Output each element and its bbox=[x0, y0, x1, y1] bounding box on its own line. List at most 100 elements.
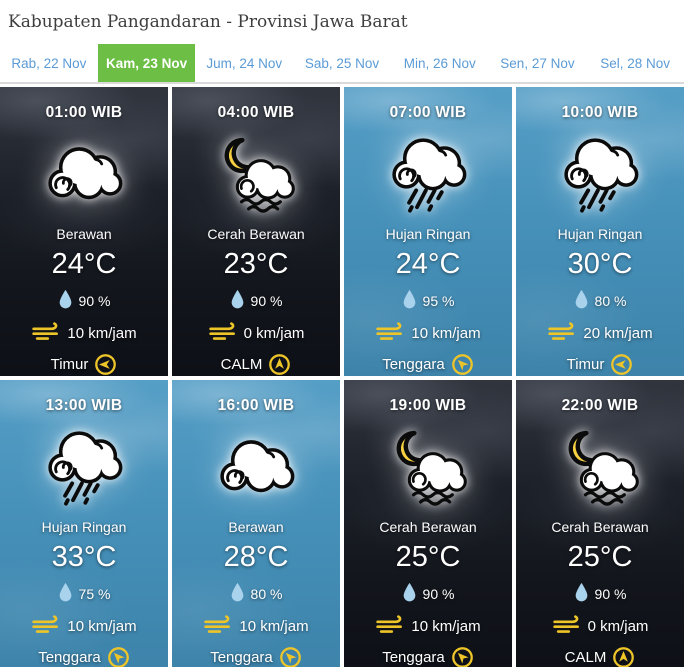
weather-icon bbox=[36, 127, 133, 222]
time-label: 07:00 WIB bbox=[389, 104, 467, 121]
temperature-value: 23°C bbox=[223, 248, 289, 280]
humidity-value: 90 % bbox=[250, 292, 283, 309]
wind-icon bbox=[31, 322, 61, 345]
condition-label: Cerah Berawan bbox=[551, 519, 649, 535]
humidity-droplet-icon bbox=[58, 289, 73, 312]
droplet-icon bbox=[231, 289, 243, 309]
day-tab-label: Sen, 27 Nov bbox=[500, 55, 575, 71]
wind-direction-label: CALM bbox=[220, 356, 263, 373]
wind-direction-arrow-icon bbox=[612, 646, 635, 667]
day-tab-label: Jum, 24 Nov bbox=[206, 55, 283, 71]
droplet-icon bbox=[575, 582, 587, 602]
forecast-card: 22:00 WIB Cerah Berawan 25°C 90 % 0 km/j… bbox=[516, 380, 684, 667]
humidity-value: 80 % bbox=[594, 292, 627, 309]
wind-speed-value: 10 km/jam bbox=[239, 618, 309, 635]
humidity-droplet-icon bbox=[574, 289, 589, 312]
wind-direction-arrow-icon bbox=[274, 641, 307, 667]
wind-direction-label: Timur bbox=[566, 356, 605, 373]
humidity-droplet-icon bbox=[230, 289, 245, 312]
wind-speed-value: 10 km/jam bbox=[67, 618, 137, 635]
weather-icon bbox=[552, 127, 649, 222]
day-tab-kam[interactable]: Kam, 23 Nov bbox=[97, 44, 196, 82]
humidity-droplet-icon bbox=[402, 289, 417, 312]
wind-lines-icon bbox=[204, 615, 231, 633]
wind-direction-arrow-icon bbox=[610, 353, 633, 376]
time-label: 16:00 WIB bbox=[217, 397, 295, 414]
wind-direction-label: CALM bbox=[564, 649, 607, 666]
direction-arrow-icon bbox=[451, 647, 473, 667]
day-tab-label: Min, 26 Nov bbox=[403, 55, 476, 71]
forecast-card: 07:00 WIB Hujan Ringan 24°C 95 % 10 km/j… bbox=[344, 87, 512, 376]
wind-direction-arrow-icon bbox=[268, 353, 291, 376]
temperature-value: 25°C bbox=[395, 541, 461, 573]
wind-speed-value: 10 km/jam bbox=[411, 325, 481, 342]
condition-label: Cerah Berawan bbox=[379, 519, 477, 535]
forecast-card: 01:00 WIB Berawan 24°C 90 % 10 km/jam Ti… bbox=[0, 87, 168, 376]
direction-arrow-icon bbox=[451, 354, 473, 375]
condition-label: Berawan bbox=[228, 519, 284, 535]
humidity-value: 80 % bbox=[250, 585, 283, 602]
time-label: 19:00 WIB bbox=[389, 397, 467, 414]
wind-lines-icon bbox=[208, 322, 235, 340]
wind-icon bbox=[31, 615, 61, 638]
humidity-droplet-icon bbox=[574, 582, 589, 605]
weather-icon bbox=[552, 420, 649, 515]
droplet-icon bbox=[403, 289, 415, 309]
temperature-value: 24°C bbox=[51, 248, 117, 280]
page-title: Kabupaten Pangandaran - Provinsi Jawa Ba… bbox=[8, 12, 408, 32]
wind-speed-value: 10 km/jam bbox=[67, 325, 137, 342]
humidity-droplet-icon bbox=[402, 582, 417, 605]
droplet-icon bbox=[403, 582, 415, 602]
time-label: 22:00 WIB bbox=[561, 397, 639, 414]
rain-cloud-icon bbox=[563, 138, 638, 213]
wind-lines-icon bbox=[32, 322, 59, 340]
day-tab-sel[interactable]: Sel, 28 Nov bbox=[586, 44, 684, 82]
wind-direction-label: Timur bbox=[50, 356, 89, 373]
wind-direction-arrow-icon bbox=[102, 641, 135, 667]
direction-arrow-icon bbox=[613, 647, 635, 667]
wind-direction-label: Tenggara bbox=[210, 649, 273, 666]
temperature-value: 30°C bbox=[567, 248, 633, 280]
moon-cloud-icon bbox=[224, 137, 295, 213]
wind-direction-arrow-icon bbox=[446, 348, 479, 376]
wind-icon bbox=[208, 322, 238, 345]
forecast-grid: 01:00 WIB Berawan 24°C 90 % 10 km/jam Ti… bbox=[0, 84, 684, 667]
humidity-value: 90 % bbox=[422, 585, 455, 602]
forecast-card: 10:00 WIB Hujan Ringan 30°C 80 % 20 km/j… bbox=[516, 87, 684, 376]
direction-arrow-icon bbox=[95, 354, 117, 375]
wind-speed-value: 20 km/jam bbox=[583, 325, 653, 342]
rain-cloud-icon bbox=[47, 431, 122, 506]
day-tab-bar: Rab, 22 Nov Kam, 23 Nov Jum, 24 Nov Sab,… bbox=[0, 44, 684, 84]
day-tab-rab[interactable]: Rab, 22 Nov bbox=[0, 44, 98, 82]
wind-speed-value: 10 km/jam bbox=[411, 618, 481, 635]
day-tab-label: Rab, 22 Nov bbox=[11, 55, 87, 71]
weather-icon bbox=[208, 420, 305, 515]
wind-speed-value: 0 km/jam bbox=[243, 325, 305, 342]
humidity-value: 90 % bbox=[78, 292, 111, 309]
wind-direction-label: Tenggara bbox=[382, 356, 445, 373]
day-tab-sab[interactable]: Sab, 25 Nov bbox=[293, 44, 391, 82]
condition-label: Cerah Berawan bbox=[207, 226, 305, 242]
time-label: 04:00 WIB bbox=[217, 104, 295, 121]
day-tab-sen[interactable]: Sen, 27 Nov bbox=[489, 44, 587, 82]
day-tab-label: Sel, 28 Nov bbox=[600, 55, 671, 71]
direction-arrow-icon bbox=[279, 647, 301, 667]
wind-icon bbox=[552, 615, 582, 638]
day-tab-jum[interactable]: Jum, 24 Nov bbox=[195, 44, 293, 82]
direction-arrow-icon bbox=[611, 354, 633, 375]
weather-icon bbox=[380, 127, 477, 222]
time-label: 10:00 WIB bbox=[561, 104, 639, 121]
wind-icon bbox=[375, 615, 405, 638]
humidity-value: 90 % bbox=[594, 585, 627, 602]
wind-icon bbox=[203, 615, 233, 638]
cloud-icon bbox=[219, 440, 294, 493]
condition-label: Hujan Ringan bbox=[385, 226, 471, 242]
day-tab-min[interactable]: Min, 26 Nov bbox=[391, 44, 489, 82]
humidity-droplet-icon bbox=[58, 582, 73, 605]
wind-speed-value: 0 km/jam bbox=[587, 618, 649, 635]
droplet-icon bbox=[59, 582, 71, 602]
moon-cloud-icon bbox=[568, 430, 639, 506]
time-label: 13:00 WIB bbox=[45, 397, 123, 414]
moon-cloud-icon bbox=[396, 430, 467, 506]
